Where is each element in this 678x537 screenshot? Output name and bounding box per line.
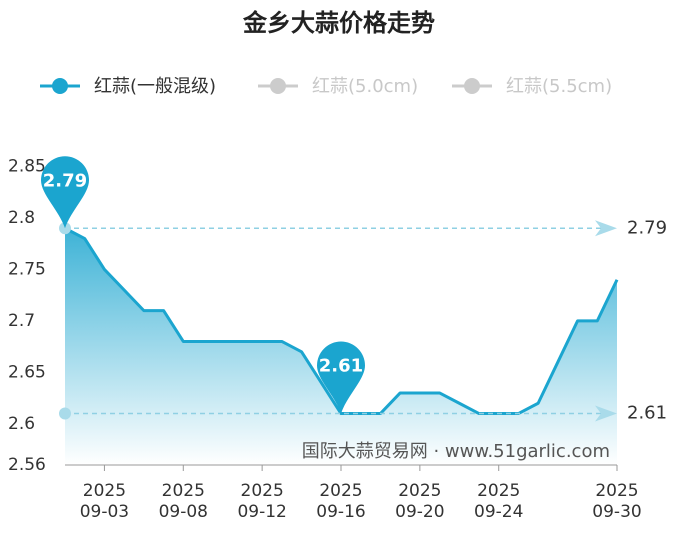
mark-line-arrow [595,405,617,422]
mark-line-arrow [595,220,617,237]
pin-label: 2.79 [43,170,87,191]
x-tick-label: 2025 09-12 [237,481,287,522]
pin-label: 2.61 [319,356,363,377]
y-tick-label: 2.6 [8,414,35,434]
y-tick-label: 2.7 [8,311,35,331]
x-tick-label: 2025 09-20 [395,481,445,522]
pin [317,341,365,414]
y-tick-label: 2.75 [8,259,46,279]
legend-label[interactable]: 红蒜(5.0cm) [312,76,418,97]
legend-dot [464,78,480,94]
mark-line-label: 2.79 [627,217,667,238]
chart-title: 金乡大蒜价格走势 [242,9,435,37]
y-tick-label: 2.65 [8,362,46,382]
legend-label[interactable]: 红蒜(一般混级) [94,76,216,97]
x-tick-label: 2025 09-16 [316,481,366,522]
y-tick-label: 2.8 [8,208,35,228]
area [65,228,617,465]
legend-dot [270,78,286,94]
x-tick-label: 2025 09-03 [79,481,130,522]
x-tick-label: 2025 09-30 [592,481,642,522]
y-tick-label: 2.85 [8,157,46,177]
x-tick-label: 2025 09-24 [474,481,524,522]
legend-dot [52,78,68,94]
mark-line-start [59,407,71,420]
watermark: 国际大蒜贸易网 · www.51garlic.com [302,441,610,462]
pin [41,156,89,229]
y-tick-label: 2.56 [8,455,46,475]
legend-label[interactable]: 红蒜(5.5cm) [506,76,612,97]
x-tick-label: 2025 09-08 [158,481,208,522]
mark-line-label: 2.61 [627,403,667,424]
